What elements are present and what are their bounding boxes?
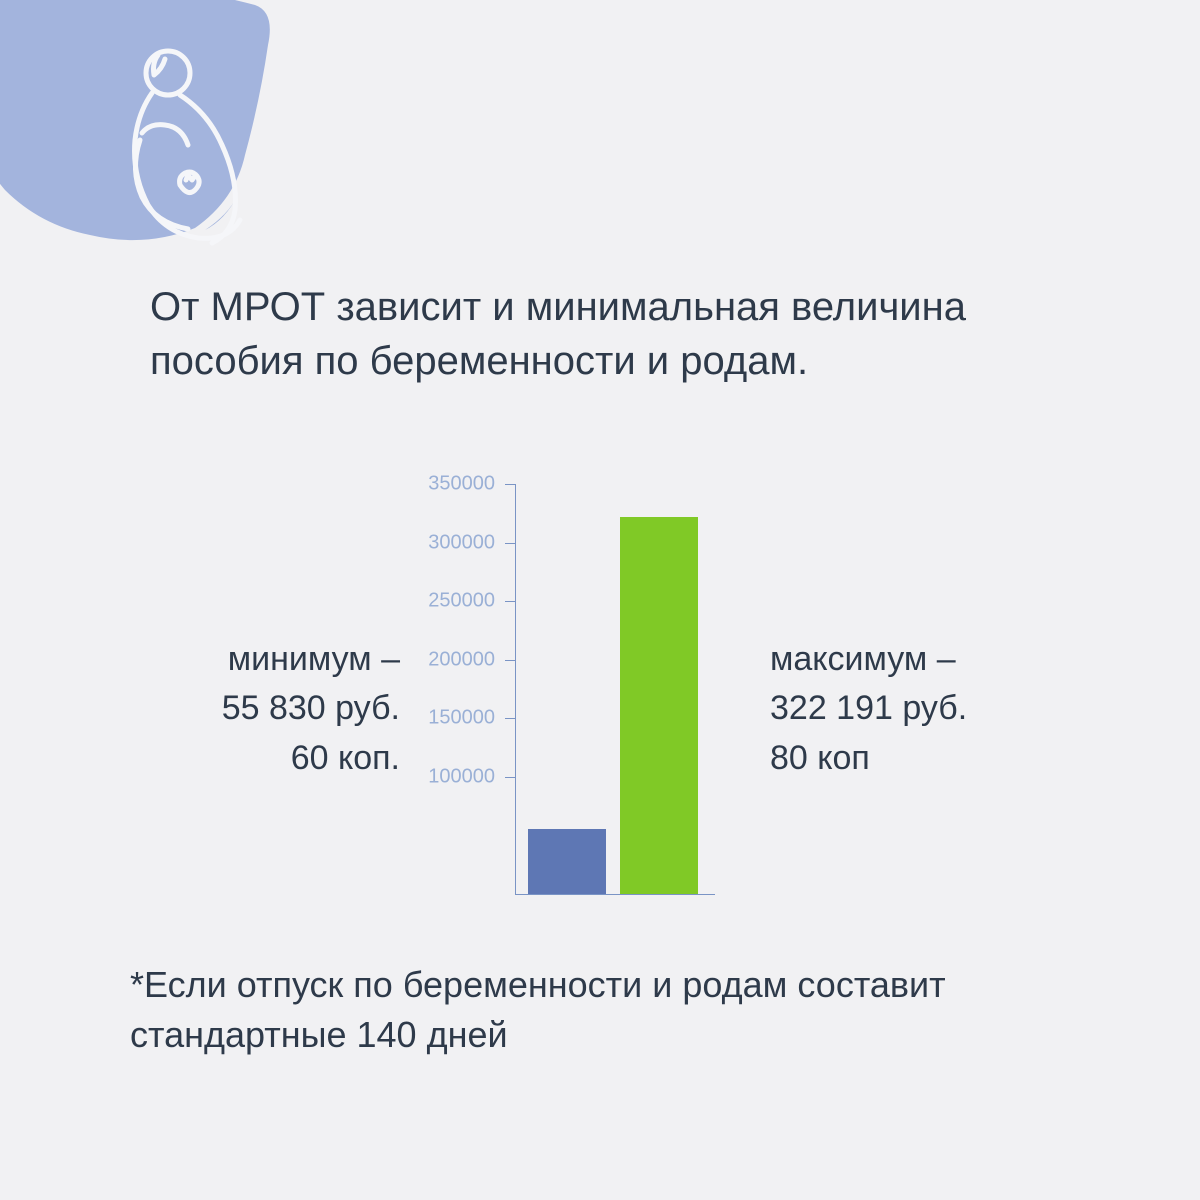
y-tick-label: 100000 — [428, 765, 495, 788]
y-tick-mark — [505, 601, 515, 602]
y-axis-labels: 350000 300000 250000 200000 150000 100000 — [410, 470, 505, 880]
bar-chart: 350000 300000 250000 200000 150000 100000 — [410, 470, 720, 920]
y-tick-label: 200000 — [428, 648, 495, 671]
y-tick-label: 150000 — [428, 707, 495, 730]
min-line2: 55 830 руб. — [100, 684, 400, 733]
maximum-label: максимум – 322 191 руб. 80 коп — [770, 635, 1110, 783]
min-line3: 60 коп. — [100, 734, 400, 783]
y-tick-label: 350000 — [428, 473, 495, 496]
y-tick-mark — [505, 777, 515, 778]
max-line3: 80 коп — [770, 734, 1110, 783]
max-line1: максимум – — [770, 635, 1110, 684]
y-tick-mark — [505, 718, 515, 719]
y-tick-label: 300000 — [428, 531, 495, 554]
footnote-text: *Если отпуск по беременности и родам сос… — [130, 960, 1070, 1061]
x-axis-line — [515, 894, 715, 895]
y-tick-mark — [505, 484, 515, 485]
pregnant-woman-icon — [80, 45, 250, 255]
chart-bars — [520, 484, 720, 894]
y-tick-mark — [505, 660, 515, 661]
min-line1: минимум – — [100, 635, 400, 684]
max-line2: 322 191 руб. — [770, 684, 1110, 733]
bar-0 — [528, 829, 606, 894]
y-tick-label: 250000 — [428, 590, 495, 613]
minimum-label: минимум – 55 830 руб. 60 коп. — [100, 635, 400, 783]
y-tick-mark — [505, 543, 515, 544]
heading-text: От МРОТ зависит и минимальная величина п… — [150, 280, 1050, 388]
bar-1 — [620, 517, 698, 894]
y-axis-line — [515, 484, 516, 894]
